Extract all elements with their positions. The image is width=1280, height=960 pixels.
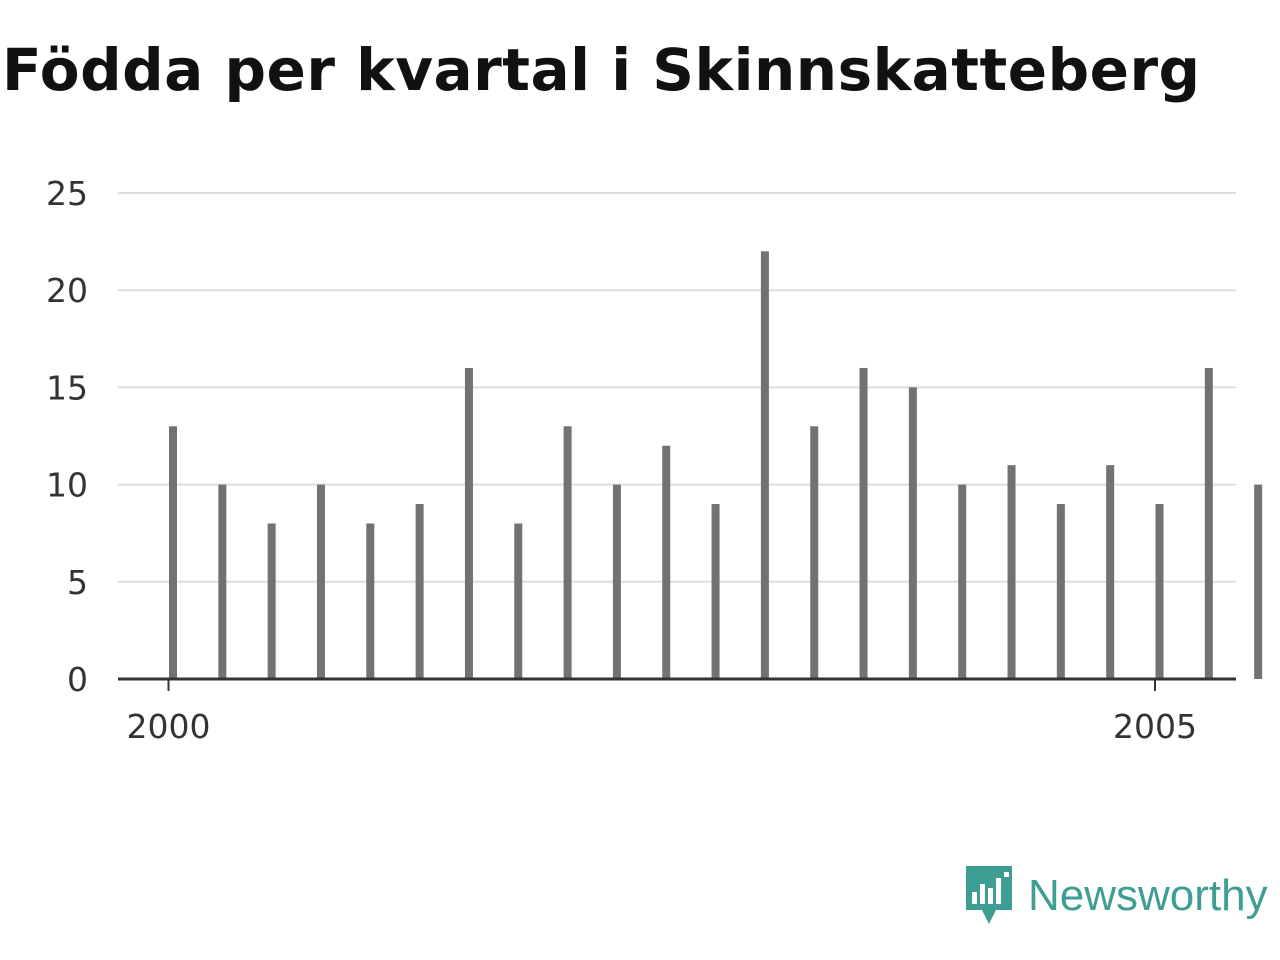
chart-title: Födda per kvartal i Skinnskatteberg (2, 36, 1201, 104)
bar (1254, 484, 1263, 679)
bar (267, 523, 276, 679)
bar (464, 367, 473, 679)
y-tick-label: 10 (46, 466, 88, 505)
x-axis-ticks: 200020052010201520202025 (127, 679, 1197, 746)
bar (662, 445, 671, 679)
bar (908, 387, 917, 679)
bar (366, 523, 375, 679)
bar (169, 426, 177, 679)
bar (1056, 504, 1065, 679)
x-tick-label: 2005 (1113, 707, 1197, 746)
bar (316, 484, 325, 679)
newsworthy-logo-icon (966, 866, 1012, 924)
bar (760, 251, 769, 679)
bar (1204, 367, 1213, 679)
bar (859, 367, 868, 679)
bar (1106, 465, 1115, 679)
bar (810, 426, 819, 679)
bar (415, 504, 424, 679)
bar (1155, 504, 1164, 679)
bar (958, 484, 967, 679)
y-tick-label: 15 (46, 368, 88, 407)
bar (1007, 465, 1016, 679)
x-tick-label: 2000 (127, 707, 211, 746)
gridlines (118, 192, 1236, 583)
y-tick-label: 0 (67, 660, 88, 699)
y-tick-label: 5 (67, 563, 88, 602)
bar-series (169, 251, 1263, 679)
bar (514, 523, 523, 679)
y-tick-label: 20 (46, 271, 88, 310)
newsworthy-logo-text: Newsworthy (1028, 871, 1268, 920)
newsworthy-logo: Newsworthy (964, 866, 1268, 926)
y-axis-ticks: 0 5 10 15 20 25 (46, 174, 88, 699)
y-tick-label: 25 (46, 174, 88, 213)
bar (563, 426, 572, 679)
bar (612, 484, 621, 679)
bar (711, 504, 720, 679)
bar (218, 484, 227, 679)
